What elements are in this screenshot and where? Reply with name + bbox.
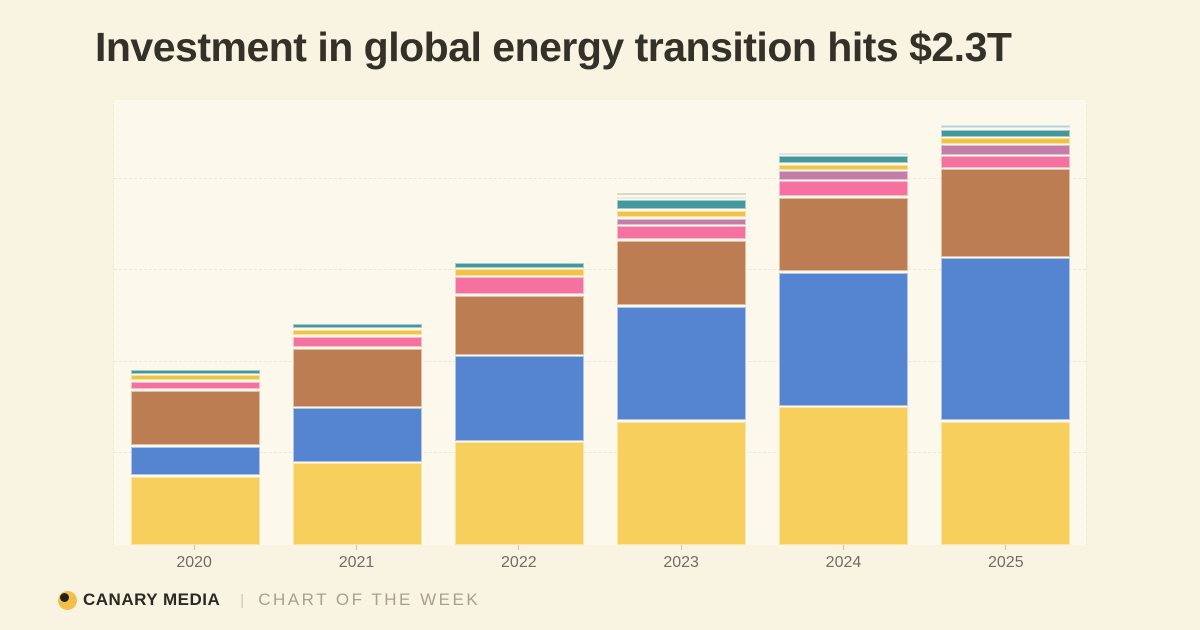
x-axis-label: 2023 [663,554,699,571]
bar-segment-gold-segment [778,164,908,170]
bar-segment-pink-segment [292,336,422,348]
brand-name: CANARY MEDIA [83,590,221,609]
canary-logo-dot [60,592,69,602]
bar-2022 [454,261,584,545]
gridline [114,269,1086,271]
bar-segment-lightblue-segment [778,152,908,155]
bar-segment-brown-segment [454,295,584,355]
bar-segment-gray-segment [616,193,746,196]
bar-segment-teal-segment [292,324,422,329]
bar-segment-blue-segment [778,272,908,406]
gridline [114,360,1086,362]
bar-segment-blue-segment [454,356,584,441]
footer: CANARY MEDIA | CHART OF THE WEEK [58,590,480,610]
bar-segment-teal-segment [778,156,908,164]
x-axis: 2020 2021 2022 2023 2024 2025 [113,545,1087,572]
bar-segment-lightblue-segment [940,125,1070,129]
x-axis-label: 2025 [988,554,1024,571]
bar-segment-pink-segment [778,181,908,197]
x-axis-label: 2024 [825,554,862,571]
bar-segment-brown-segment [130,390,260,446]
bar-column-2021 [276,100,438,545]
canary-logo-icon [58,590,77,610]
x-axis-label: 2021 [338,554,375,571]
bar-segment-pink-segment [130,381,260,390]
bar-segment-blue-segment [616,306,746,421]
bar-segment-pink-segment [616,226,746,240]
bar-segment-gold-segment [130,375,260,381]
bar-segment-brown-segment [778,197,908,272]
x-axis-cell: 2021 [275,545,437,572]
plot-area [113,100,1087,545]
bar-2023 [616,192,746,545]
bar-segment-yellow-segment [616,421,746,545]
bar-segment-mauve-segment [616,218,746,225]
x-axis-cell: 2024 [762,545,924,572]
bar-segment-mauve-segment [940,145,1070,155]
x-axis-tick [193,545,195,550]
bar-segment-gold-segment [292,329,422,336]
bar-segment-yellow-segment [454,442,584,545]
bar-segment-pink-segment [940,156,1070,168]
bar-segment-blue-segment [292,408,422,462]
bar-segment-yellow-segment [778,407,908,545]
x-axis-cell: 2025 [925,545,1087,572]
bar-segment-yellow-segment [940,421,1070,545]
bar-column-2020 [114,100,276,545]
x-axis-tick [680,545,682,550]
x-axis-label: 2022 [501,554,537,571]
chart: 2020 2021 2022 2023 2024 2025 [113,100,1087,575]
bar-segment-blue-segment [130,446,260,476]
gridline [114,452,1086,454]
x-axis-cell: 2020 [113,545,275,572]
bar-column-2023 [600,100,762,545]
bar-segment-teal-segment [940,129,1070,137]
x-axis-tick [518,545,520,550]
bar-columns [114,100,1086,545]
bar-segment-gold-segment [454,269,584,276]
bar-2020 [130,368,260,545]
bar-2024 [778,151,908,545]
x-axis-label: 2020 [176,554,212,571]
bar-segment-brown-segment [616,240,746,306]
x-axis-cell: 2023 [600,545,762,572]
x-axis-tick [355,545,357,550]
bar-segment-brown-segment [292,348,422,407]
bar-segment-teal-segment [454,262,584,268]
bar-segment-teal-segment [130,369,260,374]
bar-2025 [940,124,1070,545]
x-axis-cell: 2022 [438,545,600,572]
gridline [114,177,1086,179]
footer-series-label: CHART OF THE WEEK [258,590,481,609]
x-axis-tick [842,545,844,550]
x-axis-tick [1005,545,1007,550]
bar-segment-mint-segment [616,196,746,199]
bar-segment-pink-segment [454,277,584,295]
bar-column-2025 [924,100,1086,545]
page-title: Investment in global energy transition h… [95,24,1012,70]
bar-segment-blue-segment [940,258,1070,421]
bar-segment-gold-segment [940,138,1070,144]
bar-column-2022 [438,100,600,545]
bar-segment-mauve-segment [778,171,908,180]
bar-2021 [292,323,422,545]
footer-divider: | [240,591,245,609]
bar-segment-gold-segment [616,210,746,218]
bar-segment-brown-segment [940,169,1070,257]
bar-segment-yellow-segment [292,463,422,545]
bar-segment-yellow-segment [130,476,260,545]
bar-column-2024 [762,100,924,545]
bar-segment-teal-segment [616,200,746,210]
